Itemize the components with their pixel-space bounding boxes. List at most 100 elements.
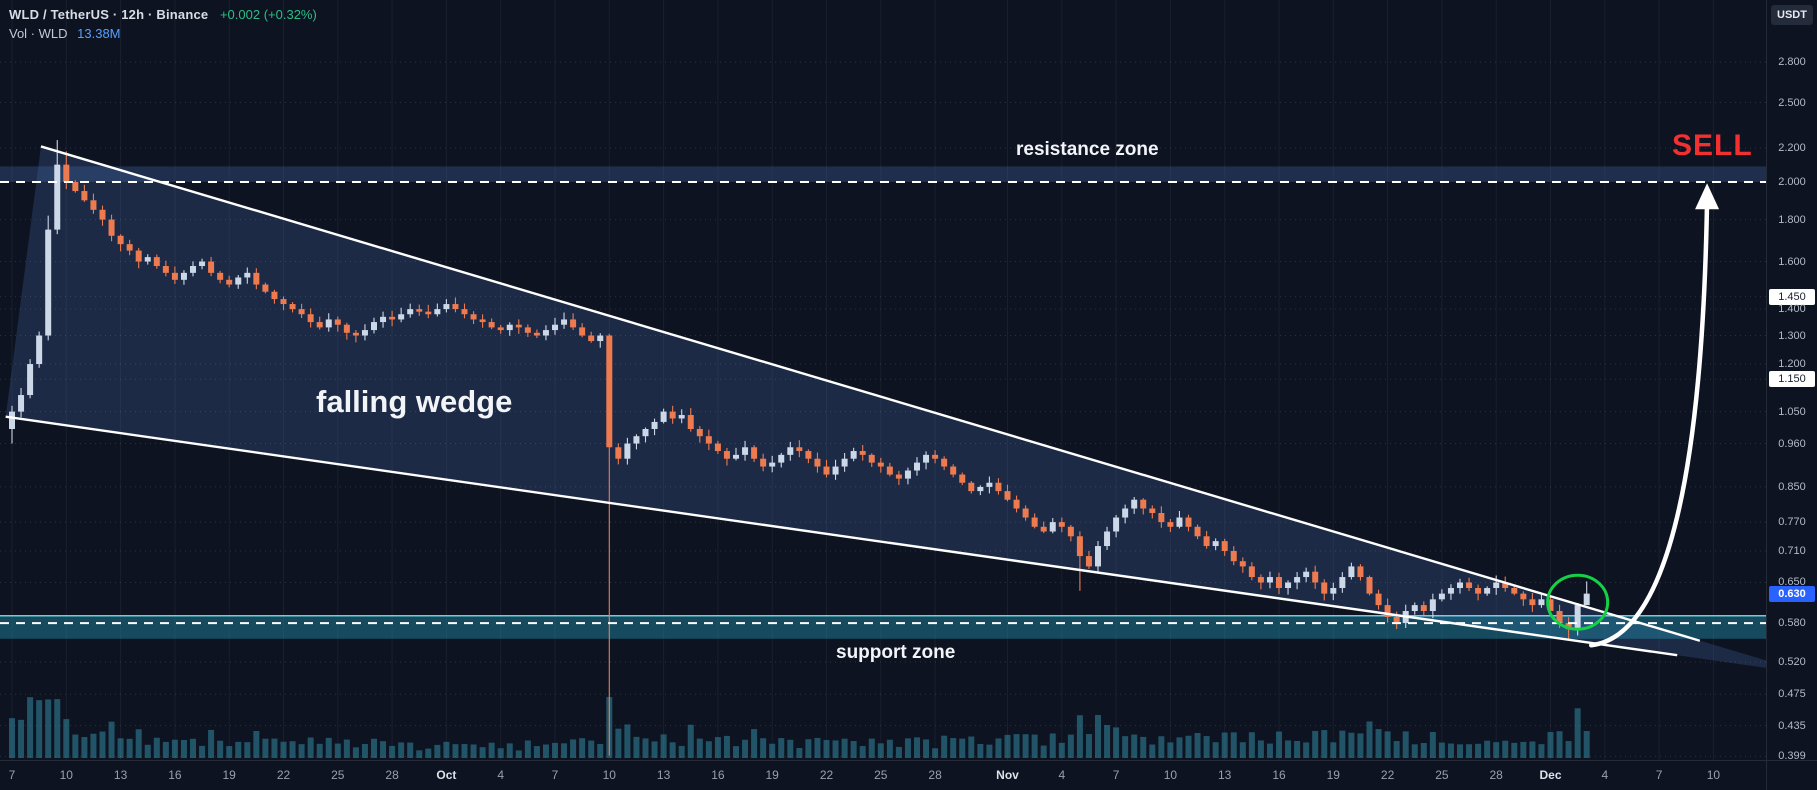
volume-bar: [1004, 734, 1011, 758]
price-axis-label: 1.150: [1769, 371, 1815, 388]
candle-body: [1221, 541, 1228, 552]
volume-bar: [769, 743, 776, 758]
volume-bar: [171, 739, 178, 758]
candle-body: [1104, 531, 1111, 547]
candle-body: [1212, 541, 1219, 547]
candle-body: [895, 474, 902, 479]
candle-body: [877, 462, 884, 467]
volume-bar: [579, 738, 586, 758]
candle-body: [81, 191, 88, 201]
candle-body: [1257, 577, 1264, 583]
wedge-lower-trendline[interactable]: [5, 415, 1678, 657]
volume-bar: [1104, 725, 1111, 758]
projection-arrow[interactable]: [1588, 198, 1710, 648]
falling-wedge-label[interactable]: falling wedge: [316, 384, 513, 419]
volume-bar: [796, 747, 803, 758]
volume-bar: [723, 735, 730, 758]
volume-bar: [1502, 740, 1509, 758]
support-zone-label[interactable]: support zone: [836, 642, 956, 663]
candle-body: [524, 327, 531, 333]
candle-body: [506, 324, 513, 331]
time-axis-label: 13: [1218, 768, 1232, 782]
resistance-zone-label[interactable]: resistance zone: [1016, 139, 1159, 160]
volume-bar: [1076, 715, 1083, 758]
volume-bar: [588, 740, 595, 758]
candle-body: [832, 466, 839, 475]
price-axis-label: 0.520: [1778, 655, 1806, 668]
candle-body: [950, 466, 957, 475]
candle-body: [714, 443, 721, 452]
candle-body: [1475, 588, 1482, 594]
volume-bar: [45, 699, 52, 758]
candle-body: [1366, 577, 1373, 594]
time-axis-label: 7: [551, 768, 559, 782]
candle-body: [1239, 561, 1246, 567]
candle-body: [1574, 605, 1581, 630]
candle-body: [325, 319, 332, 328]
candle-body: [1230, 551, 1237, 562]
volume-bar: [289, 741, 296, 758]
symbol-title[interactable]: WLD / TetherUS · 12h · Binance: [9, 7, 209, 22]
volume-bar: [1022, 734, 1029, 758]
volume-layer: [9, 696, 1590, 758]
volume-bar: [1294, 741, 1301, 758]
volume-bar: [1176, 737, 1183, 758]
time-axis[interactable]: 7 10 13 16 19 22 25 28 Oct 4 7 10 13 16 19 22 25 28 Nov 4 7 1…: [0, 760, 1766, 790]
candle-body: [959, 474, 966, 483]
volume-legend: Vol · WLD 13.38M: [9, 26, 317, 41]
volume-bar: [687, 724, 694, 758]
sell-label[interactable]: SELL: [1672, 129, 1753, 162]
support-zone-band[interactable]: [0, 615, 1766, 639]
volume-bar: [941, 735, 948, 758]
candle-body: [1167, 522, 1174, 527]
volume-bar: [253, 730, 260, 758]
volume-bar: [407, 742, 414, 758]
volume-bar: [814, 737, 821, 758]
volume-bar: [1574, 708, 1581, 758]
volume-bar: [1049, 733, 1056, 758]
volume-bar: [823, 740, 830, 758]
price-axis-label: 1.200: [1778, 358, 1806, 371]
projection-arrow-head: [1695, 183, 1720, 210]
volume-bar: [81, 737, 88, 758]
price-chart-canvas[interactable]: [0, 0, 1766, 760]
time-axis-label: 16: [1272, 768, 1286, 782]
volume-bar: [1095, 714, 1101, 758]
volume-bar: [751, 729, 758, 758]
candle-body: [271, 291, 278, 300]
candle-body: [497, 327, 504, 331]
candle-body: [696, 429, 703, 437]
breakout-circle[interactable]: [1546, 573, 1610, 631]
volume-bar: [1140, 736, 1147, 758]
candle-body: [814, 458, 821, 467]
resistance-zone-band[interactable]: [0, 166, 1766, 183]
candle-body: [1004, 491, 1011, 500]
time-axis-label: 16: [711, 768, 725, 782]
volume-bar: [18, 719, 25, 758]
price-axis-label: 1.300: [1778, 329, 1806, 342]
candle-body: [1185, 517, 1192, 527]
volume-bar: [325, 737, 332, 758]
volume-bar: [1239, 742, 1246, 758]
candle-body: [27, 364, 34, 396]
candle-body: [904, 470, 911, 479]
wedge-upper-trendline[interactable]: [40, 145, 1701, 642]
price-axis[interactable]: USDT 2.800 2.500 2.200 2.000 1.800 1.600 1.450…: [1766, 0, 1817, 762]
volume-bar: [895, 746, 902, 758]
volume-bar: [1556, 731, 1563, 758]
candle-body: [208, 261, 215, 273]
time-axis-label: 13: [656, 768, 671, 782]
candle-body: [660, 411, 667, 422]
volume-bar: [1429, 732, 1436, 758]
candle-body: [1095, 546, 1101, 567]
volume-bar: [99, 731, 106, 758]
candle-body: [1493, 582, 1500, 589]
candle-body: [1312, 571, 1319, 583]
candle-body: [63, 164, 70, 183]
candle-body: [280, 299, 287, 305]
candle-body: [1085, 556, 1092, 567]
currency-toggle-button[interactable]: USDT: [1771, 5, 1813, 25]
candle-body: [533, 332, 540, 336]
time-axis-label: 13: [113, 768, 128, 782]
candle-body: [1013, 499, 1020, 509]
